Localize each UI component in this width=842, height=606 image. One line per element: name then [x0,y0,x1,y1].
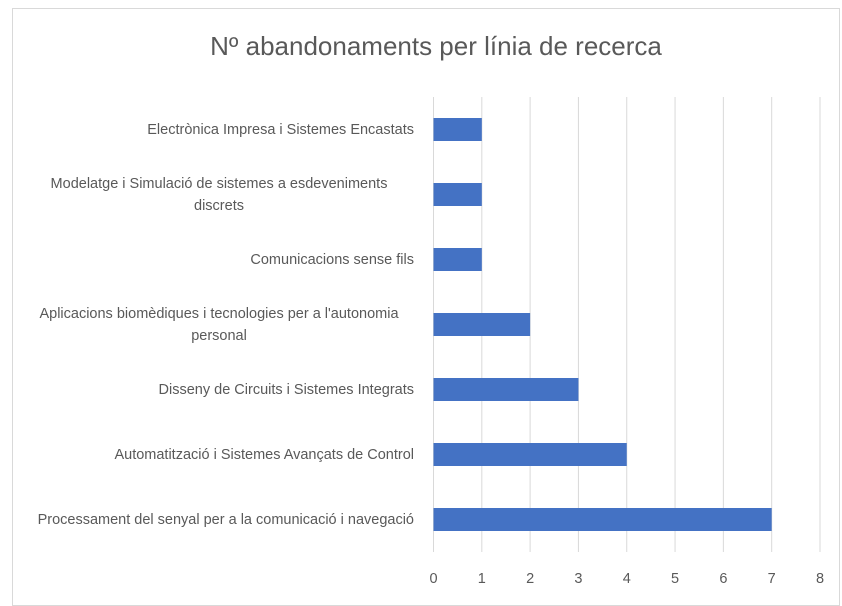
y-tick-label: Disseny de Circuits i Sistemes Integrats [158,381,414,398]
y-tick-label: Comunicacions sense fils [250,251,414,268]
x-tick-label: 7 [768,571,776,587]
bar [433,183,482,206]
y-tick-label: Modelatge i Simulació de sistemes a esde… [50,175,388,214]
bar [433,248,482,271]
x-tick-label: 5 [671,571,679,587]
y-tick-label: Electrònica Impresa i Sistemes Encastats [147,121,414,138]
bar [433,508,772,531]
bar [433,313,531,336]
x-tick-label: 3 [574,571,582,587]
x-tick-label: 6 [719,571,727,587]
chart-border [12,8,840,606]
x-tick-label: 1 [478,571,486,587]
x-tick-label: 4 [623,571,631,587]
x-tick-label: 0 [429,571,437,587]
y-tick-label: Processament del senyal per a la comunic… [37,511,414,528]
bar [433,378,579,401]
x-tick-label: 2 [526,571,534,587]
bar [433,118,482,141]
chart-title: Nº abandonaments per línia de recerca [210,31,662,61]
x-tick-label: 8 [816,571,824,587]
bar [433,443,627,466]
y-tick-label: Automatització i Sistemes Avançats de Co… [114,446,414,463]
y-tick-label: Aplicacions biomèdiques i tecnologies pe… [39,305,399,344]
